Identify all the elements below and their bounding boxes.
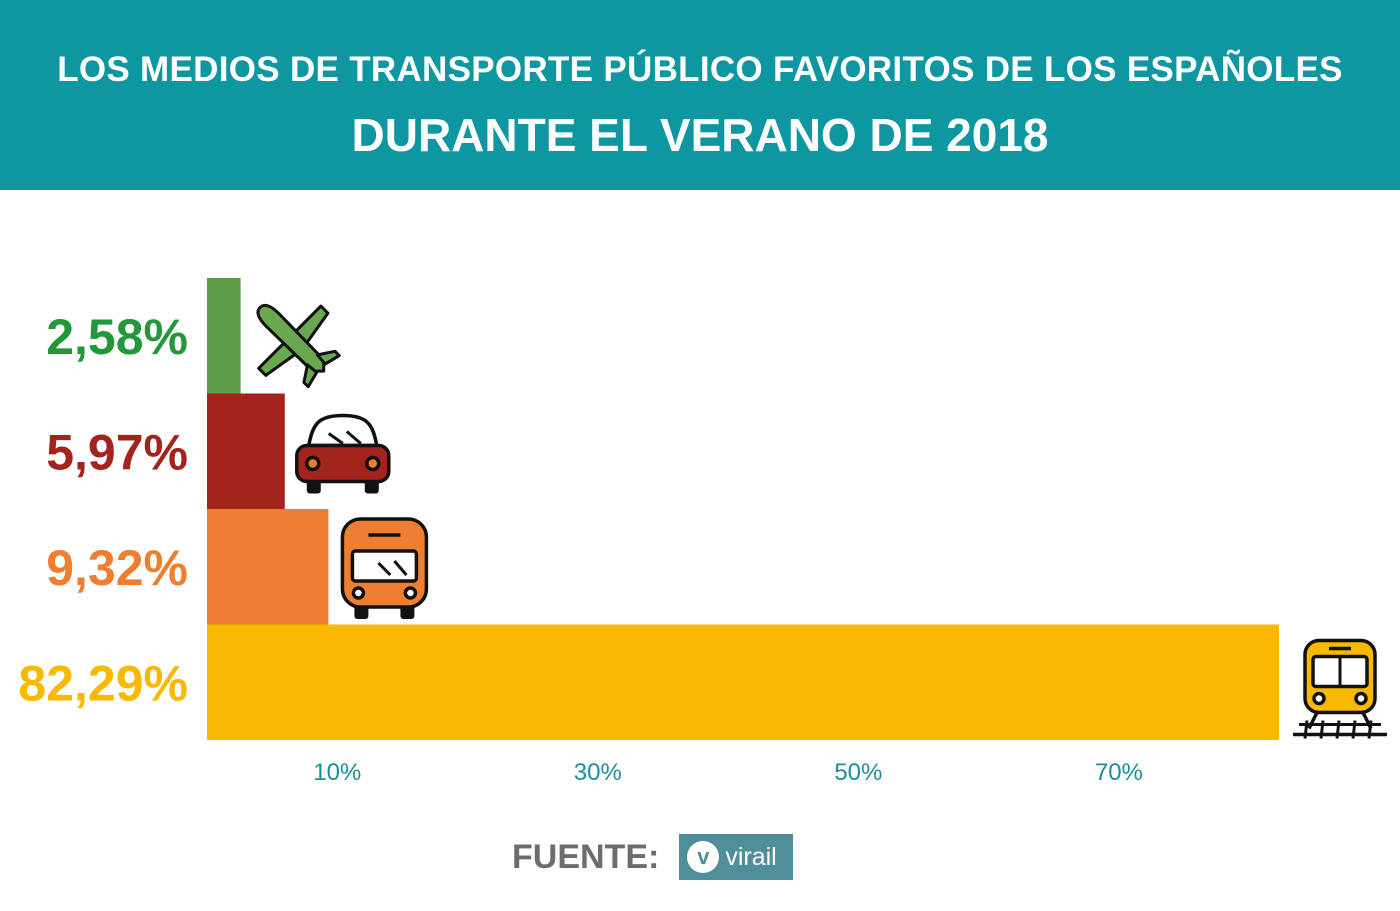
icons-group [256, 303, 1387, 739]
car-icon [295, 413, 391, 494]
train-icon [1293, 638, 1387, 739]
x-tick-label: 70% [1095, 759, 1143, 786]
bar-chart: 2,58% 5,97% 9,32% 82,29% 10% 30% 50% 70% [18, 278, 1387, 786]
bars-group [207, 278, 1279, 740]
bar-airplane [207, 278, 241, 394]
virail-logo: v virail [679, 834, 794, 880]
source-credit: FUENTE: v virail [512, 834, 794, 880]
x-tick-labels-group: 10% 30% 50% 70% [313, 759, 1143, 786]
virail-logo-mark: v [687, 841, 720, 873]
bus-icon [340, 517, 429, 619]
value-label: 2,58% [46, 309, 188, 365]
x-tick-label: 30% [574, 759, 622, 786]
chart-title-line2: DURANTE EL VERANO DE 2018 [351, 109, 1049, 161]
value-label: 9,32% [46, 540, 188, 596]
x-tick-label: 10% [313, 759, 361, 786]
bar-car [207, 393, 285, 509]
bar-train [207, 624, 1279, 740]
value-label: 82,29% [18, 655, 188, 711]
header-banner: LOS MEDIOS DE TRANSPORTE PÚBLICO FAVORIT… [0, 0, 1400, 190]
bar-bus [207, 509, 329, 625]
airplane-icon [256, 303, 341, 389]
chart-title-line1: LOS MEDIOS DE TRANSPORTE PÚBLICO FAVORIT… [57, 50, 1343, 89]
value-labels-group: 2,58% 5,97% 9,32% 82,29% [18, 309, 188, 712]
value-label: 5,97% [46, 424, 188, 480]
x-tick-label: 50% [834, 759, 882, 786]
source-label: FUENTE: [512, 837, 660, 876]
virail-logo-text: virail [725, 842, 777, 871]
